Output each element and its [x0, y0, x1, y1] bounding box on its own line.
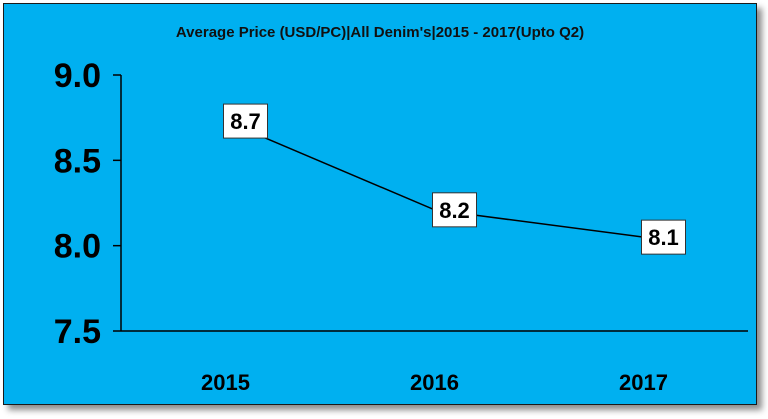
y-axis: 7.5 8.0 8.5 9.0	[54, 57, 122, 351]
y-tick-label: 7.5	[54, 313, 101, 351]
x-tick-label: 2016	[410, 370, 459, 395]
data-label-box	[432, 192, 477, 228]
chart-title: Average Price (USD/PC)|All Denim's|2015 …	[176, 24, 584, 41]
data-label-text: 8.1	[648, 225, 679, 250]
x-tick-label: 2015	[201, 370, 250, 395]
data-label-text: 8.2	[439, 198, 470, 223]
y-tick-label: 9.0	[54, 57, 101, 95]
x-axis: 2015 2016 2017	[121, 330, 748, 395]
chart-frame	[3, 3, 757, 405]
data-label: 8.2	[432, 192, 477, 228]
y-tick-label: 8.0	[54, 228, 101, 266]
data-label: 8.7	[223, 103, 268, 139]
x-tick-label: 2017	[619, 370, 668, 395]
y-tick-label: 8.5	[54, 142, 101, 180]
data-label-box	[223, 103, 268, 139]
data-label: 8.1	[641, 219, 686, 255]
data-label-box	[641, 219, 686, 255]
data-label-text: 8.7	[230, 109, 261, 134]
data-labels: 8.7 8.2 8.1	[223, 103, 686, 255]
